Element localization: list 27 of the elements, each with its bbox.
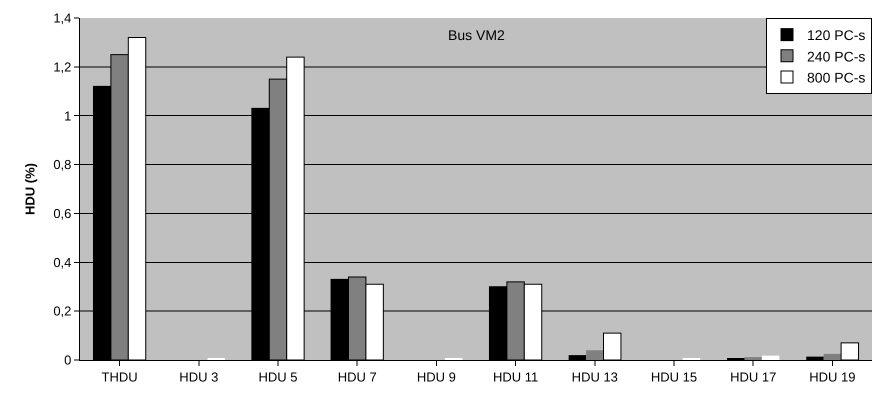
y-tick-label: 0,4 — [53, 254, 72, 270]
x-tick-label: HDU 9 — [416, 370, 456, 385]
y-axis-title: HDU (%) — [22, 163, 38, 215]
y-tick-label: 0 — [64, 352, 72, 368]
text: Bus VM2 — [448, 27, 506, 43]
y-tick-label: 1,4 — [53, 10, 72, 26]
x-tick-label: HDU 13 — [572, 370, 618, 385]
x-tick-label: HDU 5 — [258, 370, 298, 385]
legend-label: 120 PC-s — [807, 27, 866, 44]
bar — [744, 357, 762, 360]
x-tick-label: HDU 7 — [338, 370, 377, 385]
bar — [762, 356, 780, 360]
x-tick-label: HDU 17 — [730, 370, 776, 385]
y-tick-label: 0,2 — [53, 304, 72, 319]
legend-label: 800 PC-s — [807, 69, 866, 86]
y-tick-label: 0,8 — [53, 157, 72, 172]
y-tick-label: 1 — [64, 108, 72, 124]
x-tick-label: HDU 15 — [650, 370, 698, 385]
y-tick-label: 1,2 — [53, 59, 72, 74]
legend-label: 240 PC-s — [807, 48, 866, 64]
bar — [586, 350, 604, 360]
x-tick-label: THDU — [102, 370, 138, 385]
y-tick-label: 0,6 — [53, 206, 72, 221]
x-tick-label: HDU 3 — [179, 370, 218, 385]
x-tick-label: HDU 19 — [809, 370, 856, 385]
x-tick-label: HDU 11 — [492, 370, 538, 385]
bar — [824, 354, 842, 360]
